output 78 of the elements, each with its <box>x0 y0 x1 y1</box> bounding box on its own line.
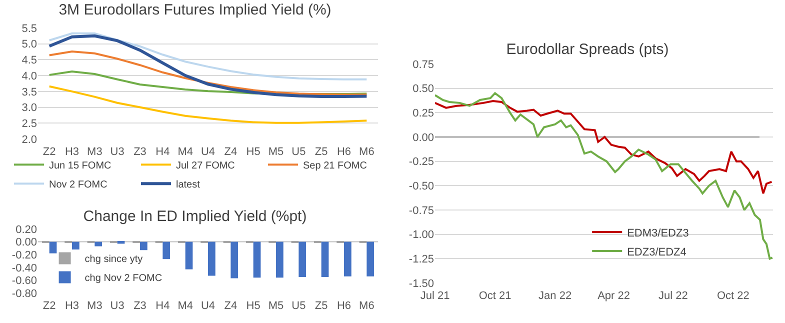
x-tick-label: H3 <box>64 300 80 312</box>
x-tick-label: Apr 22 <box>598 290 630 302</box>
x-tick-label: Z5 <box>314 300 328 312</box>
x-tick-label: Z5 <box>314 146 328 158</box>
legend-label: EDM3/EDZ3 <box>627 227 689 240</box>
x-tick-label: H6 <box>336 300 352 312</box>
y-tick-label: -0.25 <box>408 156 434 168</box>
y-tick-label: 2.0 <box>22 134 37 146</box>
x-tick-label: U5 <box>292 146 306 158</box>
x-tick-label: M6 <box>359 146 374 158</box>
y-tick-label: -1.25 <box>408 254 434 266</box>
y-tick-label: 3.5 <box>22 86 37 98</box>
y-tick-label: 2.5 <box>22 118 37 130</box>
y-tick-label: -0.50 <box>408 180 434 193</box>
x-tick-label: Z2 <box>42 300 56 312</box>
legend-label: chg Nov 2 FOMC <box>84 273 162 284</box>
y-tick-label: 5.0 <box>22 38 37 51</box>
y-tick-label: -0.80 <box>12 288 37 300</box>
x-tick-label: H6 <box>336 146 352 158</box>
x-tick-label: Jul 21 <box>420 290 450 302</box>
x-tick-label: H3 <box>64 146 80 158</box>
y-tick-label: 0.00 <box>412 132 434 144</box>
chart-title: 3M Eurodollars Futures Implied Yield (%) <box>58 2 332 19</box>
legend-label: Sep 21 FOMC <box>303 160 367 172</box>
x-tick-label: U3 <box>110 300 124 312</box>
x-tick-label: H5 <box>246 146 260 158</box>
line-series <box>435 100 773 194</box>
x-tick-label: M3 <box>87 146 102 158</box>
y-tick-label: 0.75 <box>412 58 434 71</box>
y-tick-label: 0.50 <box>412 83 434 96</box>
y-tick-label: 0.20 <box>16 224 37 236</box>
x-tick-label: M6 <box>359 300 374 312</box>
x-tick-label: M5 <box>268 146 284 158</box>
line-series <box>48 34 368 98</box>
legend-label: Jul 27 FOMC <box>176 160 235 172</box>
y-tick-label: -1.50 <box>408 278 434 290</box>
x-tick-label: U4 <box>200 146 216 158</box>
y-tick-label: -0.40 <box>12 262 37 274</box>
x-tick-label: Oct 21 <box>478 290 512 302</box>
y-tick-label: -1.00 <box>408 229 434 242</box>
x-tick-label: M5 <box>268 300 284 312</box>
x-tick-label: Z3 <box>134 146 146 158</box>
x-tick-label: H4 <box>156 146 170 158</box>
legend-label: chg since yty <box>84 254 143 266</box>
legend-label: EDZ3/EDZ4 <box>627 246 686 258</box>
x-tick-label: Oct 22 <box>716 290 750 302</box>
y-tick-label: -0.20 <box>12 249 37 262</box>
x-tick-label: Jan 22 <box>538 290 572 302</box>
y-tick-label: 0.00 <box>16 236 37 249</box>
y-tick-label: -0.75 <box>408 204 434 217</box>
line-series <box>435 92 773 260</box>
x-tick-label: H4 <box>156 300 170 312</box>
x-tick-label: Z3 <box>134 300 146 312</box>
y-tick-label: 4.0 <box>22 70 37 82</box>
x-tick-label: Z2 <box>42 146 56 158</box>
y-tick-label: 4.5 <box>22 54 37 67</box>
x-tick-label: M3 <box>87 300 102 312</box>
x-tick-label: Jul 22 <box>658 290 688 302</box>
x-tick-label: U3 <box>110 146 124 158</box>
chart-title: Change In ED Implied Yield (%pt) <box>83 208 307 225</box>
y-tick-label: 5.5 <box>22 22 37 35</box>
y-tick-label: -0.60 <box>12 275 37 288</box>
chart-title: Eurodollar Spreads (pts) <box>506 41 669 58</box>
legend-label: Jun 15 FOMC <box>49 160 112 172</box>
y-tick-label: 3.0 <box>22 102 37 114</box>
x-tick-label: U5 <box>292 300 306 312</box>
x-tick-label: M4 <box>178 300 193 312</box>
line-series <box>48 85 368 124</box>
x-tick-label: U4 <box>200 300 216 312</box>
legend-label: Nov 2 FOMC <box>49 180 108 190</box>
line-series <box>48 50 368 96</box>
x-tick-label: M4 <box>178 146 193 158</box>
x-tick-label: H5 <box>246 300 260 312</box>
x-tick-label: Z4 <box>224 146 238 158</box>
legend-label: latest <box>176 180 200 190</box>
x-tick-label: Z4 <box>224 300 238 312</box>
line-series <box>48 32 368 80</box>
y-tick-label: 0.25 <box>412 108 434 120</box>
